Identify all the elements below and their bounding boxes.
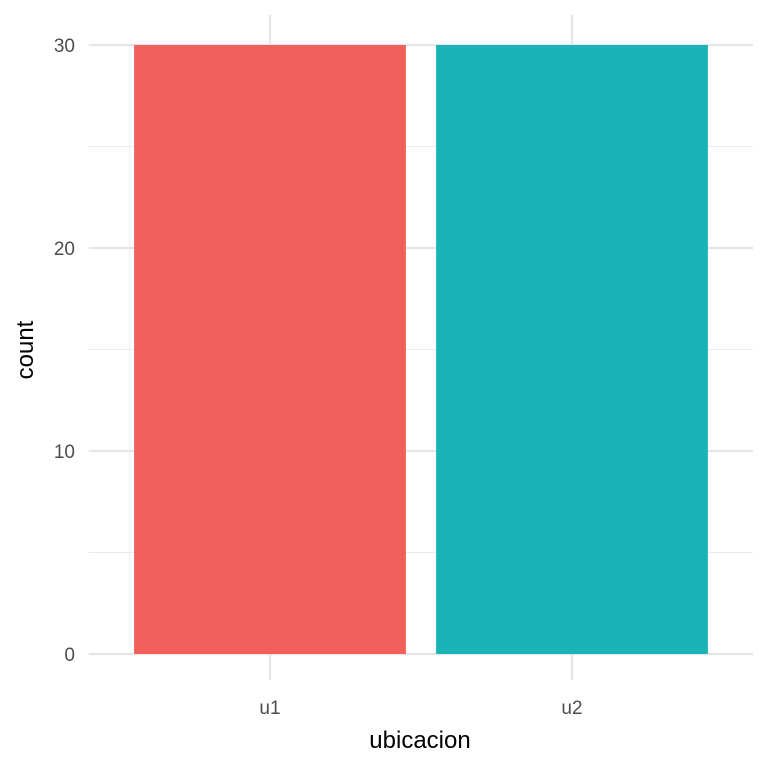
bar-u2 bbox=[436, 45, 708, 654]
x-tick-label: u1 bbox=[259, 698, 280, 719]
y-tick-labels: 0 10 20 30 bbox=[54, 36, 75, 666]
y-tick-label: 0 bbox=[64, 645, 75, 666]
y-tick-label: 30 bbox=[54, 36, 75, 57]
y-axis-title: count bbox=[12, 320, 39, 379]
x-tick-label: u2 bbox=[561, 698, 582, 719]
x-axis-title: ubicacion bbox=[369, 727, 470, 754]
bar-u1 bbox=[134, 45, 406, 654]
y-tick-label: 20 bbox=[54, 239, 75, 260]
bars bbox=[134, 45, 708, 654]
y-tick-label: 10 bbox=[54, 442, 75, 463]
x-tick-labels: u1 u2 bbox=[259, 698, 582, 719]
